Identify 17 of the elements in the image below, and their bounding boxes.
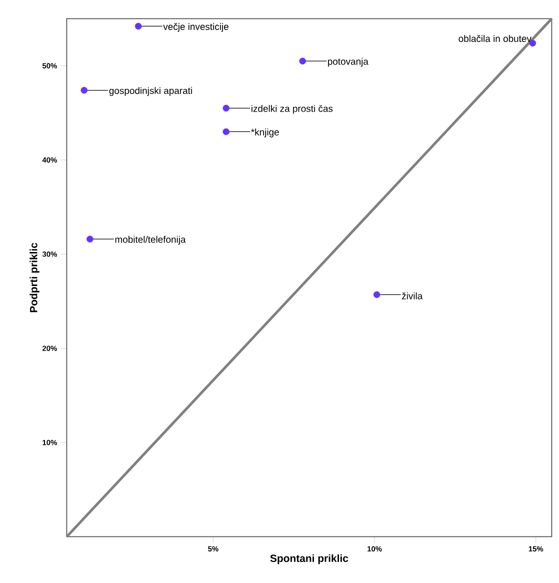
x-axis-title: Spontani priklic bbox=[270, 554, 348, 564]
point bbox=[134, 22, 142, 30]
annotation: potovanja bbox=[328, 58, 368, 67]
annotation: mobitel/telefonija bbox=[115, 236, 186, 245]
point bbox=[222, 104, 230, 112]
point bbox=[86, 236, 94, 242]
annotation: oblačila in obutev bbox=[458, 35, 532, 42]
point bbox=[373, 291, 380, 298]
annotation: večje investicije bbox=[163, 23, 228, 32]
point bbox=[80, 86, 88, 94]
annotation: *knjige bbox=[251, 128, 279, 138]
annotation: izdelki za prosti čas bbox=[252, 104, 333, 114]
point bbox=[299, 58, 306, 64]
annotation: živila bbox=[402, 292, 423, 300]
annotation: gospodinjski aparati bbox=[109, 87, 192, 96]
y-axis-title: Podprti priklic bbox=[30, 242, 40, 312]
point bbox=[222, 128, 230, 136]
